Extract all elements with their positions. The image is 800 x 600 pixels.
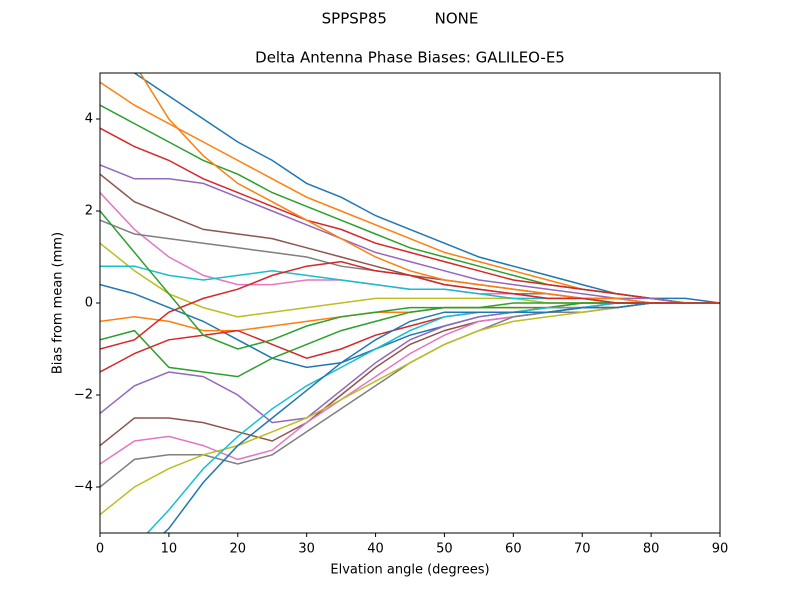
series-line [100, 127, 720, 304]
suptitle: SPPSP85 NONE [322, 10, 479, 28]
x-tick-label: 70 [574, 542, 591, 557]
y-tick-label: 4 [85, 112, 93, 127]
plot-area [100, 73, 720, 533]
x-tick-label: 20 [230, 542, 247, 557]
x-tick-label: 60 [505, 542, 522, 557]
x-tick-label: 10 [161, 542, 178, 557]
x-tick-label: 90 [712, 542, 729, 557]
y-tick-label: 0 [85, 296, 93, 311]
series-line [100, 260, 720, 350]
x-tick-label: 40 [367, 542, 384, 557]
y-tick-label: −4 [74, 480, 93, 495]
x-tick-label: 80 [643, 542, 660, 557]
x-tick-label: 0 [96, 542, 104, 557]
x-axis-label: Elvation angle (degrees) [330, 563, 489, 578]
series-line [162, 302, 720, 533]
y-tick-label: 2 [85, 204, 93, 219]
series-line [139, 73, 720, 304]
x-tick-label: 30 [298, 542, 315, 557]
y-tick-label: −2 [74, 388, 93, 403]
x-tick-label: 50 [436, 542, 453, 557]
chart-title: Delta Antenna Phase Biases: GALILEO-E5 [255, 49, 565, 67]
y-axis-label: Bias from mean (mm) [51, 232, 66, 374]
